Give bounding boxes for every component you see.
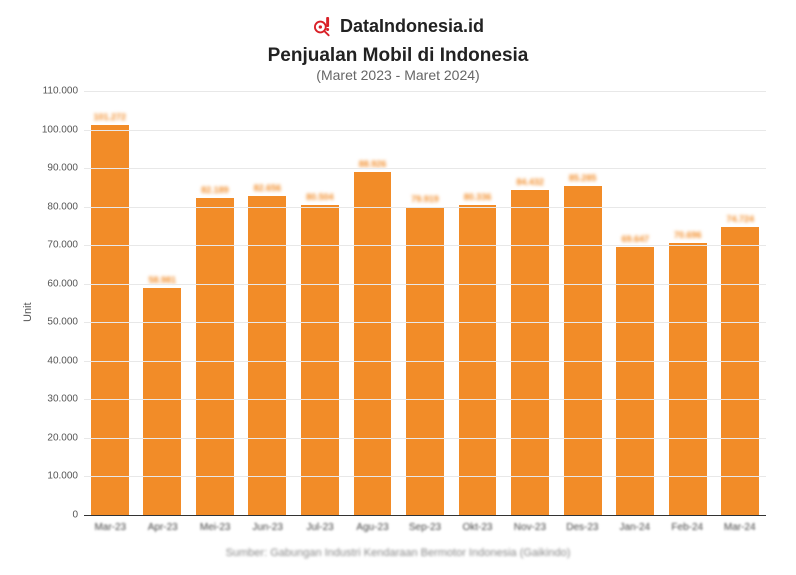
gridline (84, 245, 766, 246)
gridline (84, 91, 766, 92)
y-tick-label: 30.000 (47, 394, 84, 405)
bar-value-label: 82.656 (254, 183, 282, 193)
bars-group: 101.272 58.981 82.189 82.656 80.504 88.926 79.… (84, 91, 766, 515)
x-tick-label: Agu-23 (354, 516, 392, 533)
bar (511, 190, 549, 515)
gridline (84, 284, 766, 285)
y-tick-label: 70.000 (47, 240, 84, 251)
chart-container: DataIndonesia.id Penjualan Mobil di Indo… (0, 0, 796, 575)
y-tick-label: 110.000 (43, 86, 84, 97)
x-tick-label: Okt-23 (459, 516, 497, 533)
bar-value-label: 101.272 (93, 112, 126, 122)
chart-title: Penjualan Mobil di Indonesia (20, 45, 776, 67)
bar-column: 82.656 (248, 91, 286, 515)
y-tick-label: 10.000 (47, 471, 84, 482)
x-tick-label: Feb-24 (668, 516, 706, 533)
x-tick-label: Jul-23 (301, 516, 339, 533)
bar-column: 85.285 (564, 91, 602, 515)
bar-column: 101.272 (91, 91, 129, 515)
bar (721, 227, 759, 515)
y-tick-label: 20.000 (47, 432, 84, 443)
x-tick-label: Mar-24 (721, 516, 759, 533)
bar-column: 69.647 (616, 91, 654, 515)
gridline (84, 168, 766, 169)
bar (354, 172, 392, 515)
x-tick-label: Apr-23 (144, 516, 182, 533)
plot-area: 101.272 58.981 82.189 82.656 80.504 88.926 79.… (36, 91, 776, 533)
y-tick-label: 80.000 (47, 201, 84, 212)
gridline (84, 361, 766, 362)
bar (564, 186, 602, 515)
x-tick-label: Mei-23 (196, 516, 234, 533)
bar-value-label: 70.696 (674, 230, 702, 240)
y-axis-label: Unit (20, 91, 36, 533)
gridline (84, 207, 766, 208)
bar-column: 70.696 (669, 91, 707, 515)
gridline (84, 476, 766, 477)
y-tick-label: 100.000 (42, 124, 84, 135)
bar-column: 79.919 (406, 91, 444, 515)
bar-value-label: 74.724 (727, 214, 755, 224)
chart-area: Unit 101.272 58.981 82.189 82.656 80.504 88.9… (20, 91, 776, 533)
gridline (84, 438, 766, 439)
bar-column: 74.724 (721, 91, 759, 515)
y-tick-label: 60.000 (47, 278, 84, 289)
x-tick-label: Sep-23 (406, 516, 444, 533)
bar-value-label: 69.647 (621, 234, 649, 244)
bar-column: 58.981 (143, 91, 181, 515)
bar-column: 82.189 (196, 91, 234, 515)
x-tick-label: Nov-23 (511, 516, 549, 533)
gridline (84, 322, 766, 323)
gridline (84, 130, 766, 131)
bar-value-label: 84.432 (516, 177, 544, 187)
bar-value-label: 79.919 (411, 194, 439, 204)
y-tick-label: 90.000 (47, 163, 84, 174)
gridline (84, 399, 766, 400)
x-tick-label: Mar-23 (91, 516, 129, 533)
source-caption: Sumber: Gabungan Industri Kendaraan Berm… (20, 547, 776, 559)
bar-column: 84.432 (511, 91, 549, 515)
y-tick-label: 0 (72, 510, 84, 521)
bar-column: 80.336 (459, 91, 497, 515)
brand-logo-icon (312, 17, 332, 37)
y-tick-label: 50.000 (47, 317, 84, 328)
bar (616, 247, 654, 515)
x-tick-label: Jan-24 (616, 516, 654, 533)
bar-value-label: 85.285 (569, 173, 597, 183)
y-tick-label: 40.000 (47, 355, 84, 366)
bar-column: 80.504 (301, 91, 339, 515)
x-tick-label: Des-23 (563, 516, 601, 533)
brand-name: DataIndonesia.id (340, 16, 484, 37)
bar-value-label: 80.504 (306, 192, 334, 202)
bar-value-label: 80.336 (464, 192, 492, 202)
x-axis: Mar-23 Apr-23 Mei-23 Jun-23 Jul-23 Agu-23 Sep-… (84, 516, 766, 533)
bar-column: 88.926 (354, 91, 392, 515)
brand-row: DataIndonesia.id (20, 16, 776, 37)
x-tick-label: Jun-23 (249, 516, 287, 533)
bar (91, 125, 129, 515)
bar-value-label: 82.189 (201, 185, 229, 195)
grid-area: 101.272 58.981 82.189 82.656 80.504 88.926 79.… (84, 91, 766, 516)
chart-subtitle: (Maret 2023 - Maret 2024) (20, 67, 776, 83)
